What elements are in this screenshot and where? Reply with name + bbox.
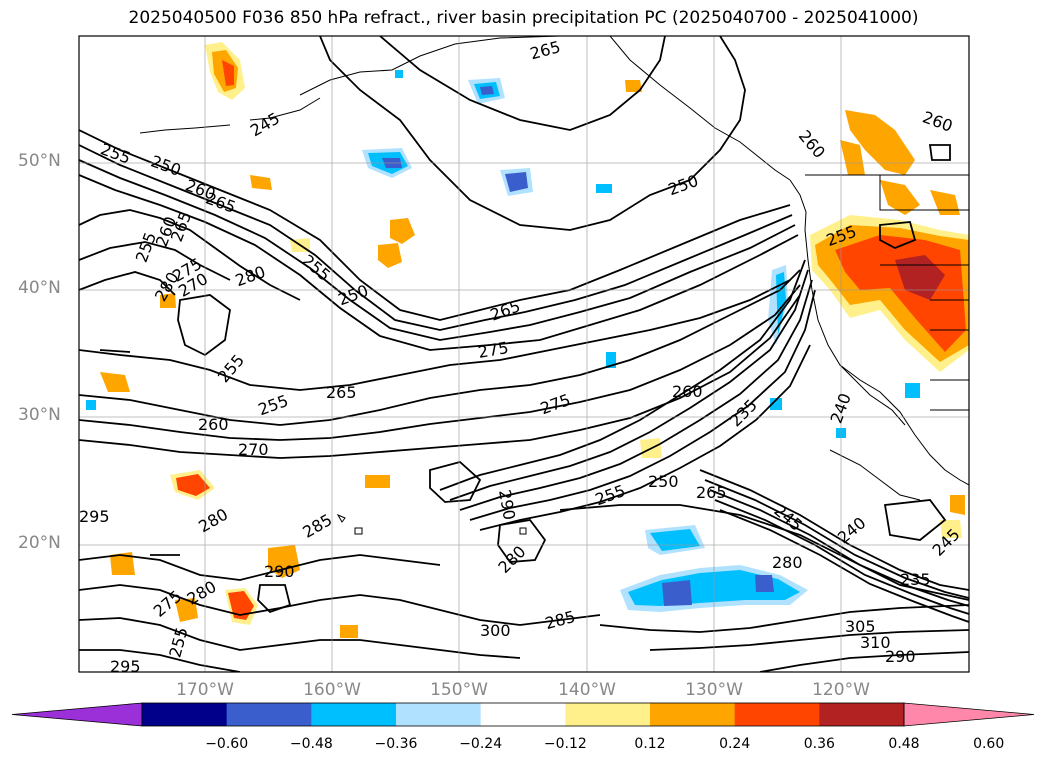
lat-label-30n: 30°N (18, 405, 61, 425)
svg-text:310: 310 (860, 633, 891, 652)
lat-label-40n: 40°N (18, 278, 61, 298)
svg-text:280: 280 (772, 553, 803, 572)
colorbar-tick-label: −0.48 (289, 736, 333, 752)
svg-text:265: 265 (696, 483, 727, 502)
coastlines (139, 36, 969, 535)
graticule (79, 36, 969, 672)
lat-label-20n: 20°N (18, 533, 61, 553)
precip-positive-areas (100, 42, 969, 638)
lon-label-160w: 160°W (303, 680, 361, 700)
colorbar-tick-label: −0.36 (374, 736, 418, 752)
svg-text:260: 260 (198, 415, 229, 434)
svg-text:290: 290 (264, 562, 295, 581)
colorbar-tick-label: −0.12 (543, 736, 587, 752)
lat-label-50n: 50°N (18, 151, 61, 171)
refractivity-contours (79, 36, 969, 672)
svg-text:270: 270 (238, 440, 269, 459)
svg-text:305: 305 (845, 617, 876, 636)
map-title: 2025040500 F036 850 hPa refract., river … (128, 8, 919, 28)
svg-text:300: 300 (480, 621, 511, 640)
colorbar-tick-label: 0.12 (634, 736, 666, 752)
colorbar-tick-label: 0.60 (973, 736, 1005, 752)
svg-text:260: 260 (672, 382, 703, 401)
colorbar-tick-label: −0.24 (459, 736, 503, 752)
colorbar-tick-label: −0.60 (205, 736, 249, 752)
svg-text:265: 265 (326, 383, 357, 402)
lon-label-150w: 150°W (430, 680, 488, 700)
lon-label-130w: 130°W (685, 680, 743, 700)
colorbar-tick-label: 0.24 (719, 736, 751, 752)
svg-text:250: 250 (648, 472, 679, 491)
svg-text:235: 235 (900, 570, 931, 589)
svg-text:295: 295 (79, 507, 110, 526)
map-frame (78, 35, 970, 673)
colorbar-tick-label: 0.48 (888, 736, 920, 752)
lon-label-140w: 140°W (558, 680, 616, 700)
colorbar-tick-label: 0.36 (803, 736, 835, 752)
lon-label-120w: 120°W (812, 680, 870, 700)
svg-text:290: 290 (885, 647, 916, 666)
lon-label-170w: 170°W (176, 680, 234, 700)
svg-text:295: 295 (110, 657, 141, 676)
